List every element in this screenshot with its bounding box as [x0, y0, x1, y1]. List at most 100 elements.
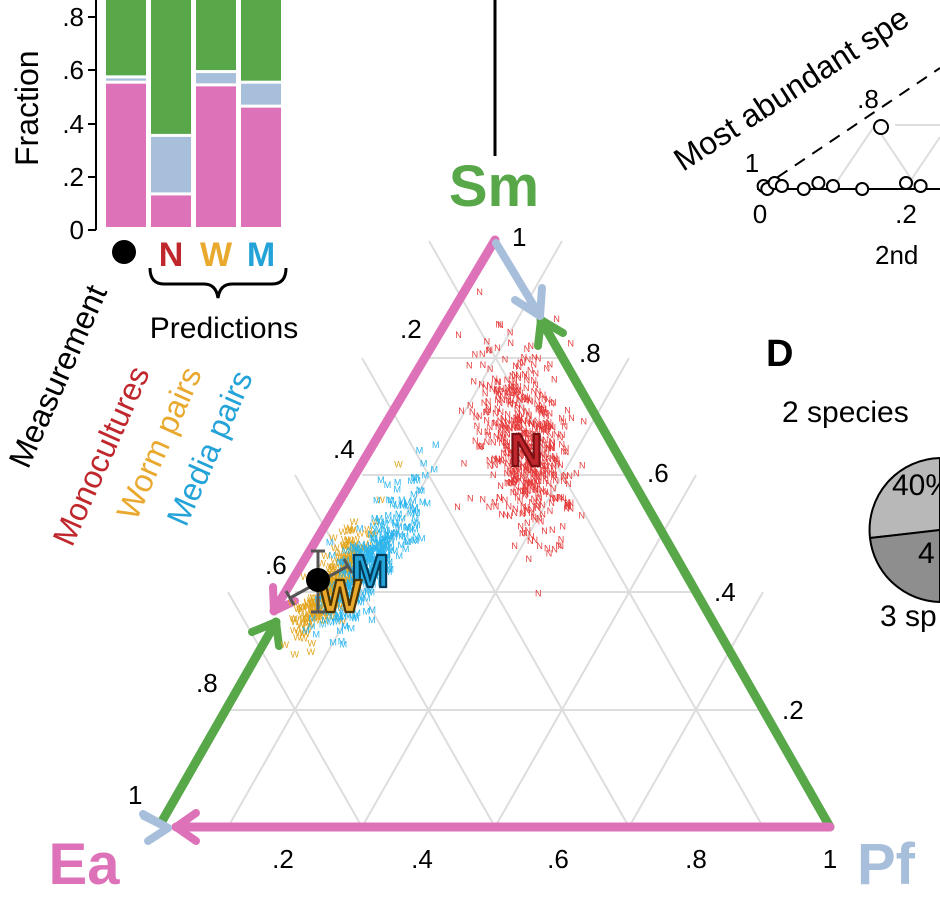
pie-slice-dark — [868, 528, 940, 604]
cloud-point-N: N — [535, 500, 542, 510]
cloud-point-W: W — [308, 600, 317, 610]
cloud-point-M: M — [379, 533, 387, 543]
cloud-point-N: N — [522, 490, 529, 500]
cloud-point-N: N — [520, 436, 527, 446]
cloud-point-M: M — [358, 545, 366, 555]
cloud-point-N: N — [518, 438, 525, 448]
cloud-point-M: M — [394, 501, 402, 511]
grid-line — [227, 240, 563, 828]
cloud-point-M: M — [344, 569, 352, 579]
cloud-point-N: N — [503, 449, 510, 459]
cloud-point-W: W — [347, 556, 356, 566]
cloud-point-M: M — [377, 475, 385, 485]
ternary-tick-top: 1 — [512, 222, 526, 252]
cloud-point-M: M — [379, 541, 387, 551]
cloud-point-M: M — [403, 523, 411, 533]
cloud-point-N: N — [467, 400, 474, 410]
cloud-point-W: W — [350, 540, 359, 550]
cloud-point-M: M — [364, 548, 372, 558]
cloud-point-W: W — [337, 585, 346, 595]
cloud-point-M: M — [367, 547, 375, 557]
cloud-point-M: M — [359, 586, 367, 596]
cloud-point-M: M — [364, 553, 372, 563]
cloud-point-M: M — [395, 509, 403, 519]
cloud-point-W: W — [325, 608, 334, 618]
cloud-point-N: N — [542, 487, 549, 497]
cloud-point-N: N — [543, 427, 550, 437]
cloud-point-N: N — [520, 502, 527, 512]
cloud-point-N: N — [496, 493, 503, 503]
edge-top-blue-arrowhead — [511, 284, 546, 320]
cloud-point-M: M — [412, 536, 420, 546]
cloud-point-N: N — [502, 437, 509, 447]
cloud-point-M: M — [387, 545, 395, 555]
cloud-point-N: N — [530, 480, 537, 490]
cloud-point-N: N — [515, 370, 522, 380]
cloud-point-M: M — [370, 564, 378, 574]
cloud-point-M: M — [361, 576, 369, 586]
cloud-point-N: N — [544, 424, 551, 434]
cloud-point-M: M — [404, 537, 412, 547]
cloud-point-W: W — [335, 552, 344, 562]
cloud-point-M: M — [370, 558, 378, 568]
cloud-point-W: W — [326, 583, 335, 593]
cloud-point-W: W — [308, 603, 317, 613]
panel-d-letter: D — [766, 333, 793, 375]
bar-segment-measurement-pf — [106, 78, 146, 81]
cloud-point-W: W — [302, 613, 311, 623]
cloud-point-W: W — [328, 580, 337, 590]
cloud-point-M: M — [387, 532, 395, 542]
cloud-point-M: M — [320, 588, 328, 598]
cloud-point-W: W — [375, 541, 384, 551]
cloud-point-W: W — [331, 581, 340, 591]
cloud-point-W: W — [326, 576, 335, 586]
cloud-point-N: N — [496, 493, 503, 503]
cloud-point-N: N — [539, 510, 546, 520]
cloud-point-N: N — [549, 443, 556, 453]
cloud-point-N: N — [516, 449, 523, 459]
cloud-point-N: N — [532, 429, 539, 439]
cloud-point-N: N — [509, 389, 516, 399]
cloud-point-M: M — [350, 596, 358, 606]
cloud-point-N: N — [540, 470, 547, 480]
cloud-point-M: M — [379, 541, 387, 551]
cloud-point-N: N — [543, 419, 550, 429]
cloud-point-M: M — [384, 480, 392, 490]
cloud-point-N: N — [534, 420, 541, 430]
cloud-point-N: N — [550, 423, 557, 433]
cloud-point-M: M — [381, 536, 389, 546]
cloud-point-N: N — [545, 443, 552, 453]
cloud-point-N: N — [530, 375, 537, 385]
bar-ytick-label: .6 — [62, 55, 84, 85]
ternary-bottom-tick: .2 — [272, 844, 294, 874]
pie-clip-group — [868, 456, 940, 604]
cloud-point-N: N — [485, 405, 492, 415]
cloud-point-M: M — [396, 530, 404, 540]
cloud-point-W: W — [345, 558, 354, 568]
cloud-point-M: M — [380, 541, 388, 551]
cloud-point-N: N — [515, 415, 522, 425]
cloud-point-M: M — [343, 582, 351, 592]
cloud-point-W: W — [321, 585, 330, 595]
cloud-point-N: N — [539, 409, 546, 419]
cloud-point-W: W — [307, 595, 316, 605]
cloud-point-W: W — [326, 581, 335, 591]
measurement-point — [306, 568, 330, 592]
cloud-point-N: N — [532, 368, 539, 378]
cloud-point-N: N — [533, 471, 540, 481]
cloud-point-N: N — [491, 374, 498, 384]
cloud-point-M: M — [341, 621, 349, 631]
cloud-point-W: W — [309, 598, 318, 608]
cloud-point-N: N — [519, 509, 526, 519]
cloud-point-N: N — [552, 493, 559, 503]
cloud-point-M: M — [365, 582, 373, 592]
predictions-label: Predictions — [150, 312, 298, 345]
cloud-point-N: N — [551, 375, 558, 385]
cloud-point-M: M — [383, 554, 391, 564]
cloud-point-N: N — [535, 476, 542, 486]
cloud-point-W: W — [320, 590, 329, 600]
prediction-letter-W: W — [200, 236, 233, 274]
cloud-point-N: N — [508, 379, 515, 389]
cloud-point-W: W — [341, 535, 350, 545]
